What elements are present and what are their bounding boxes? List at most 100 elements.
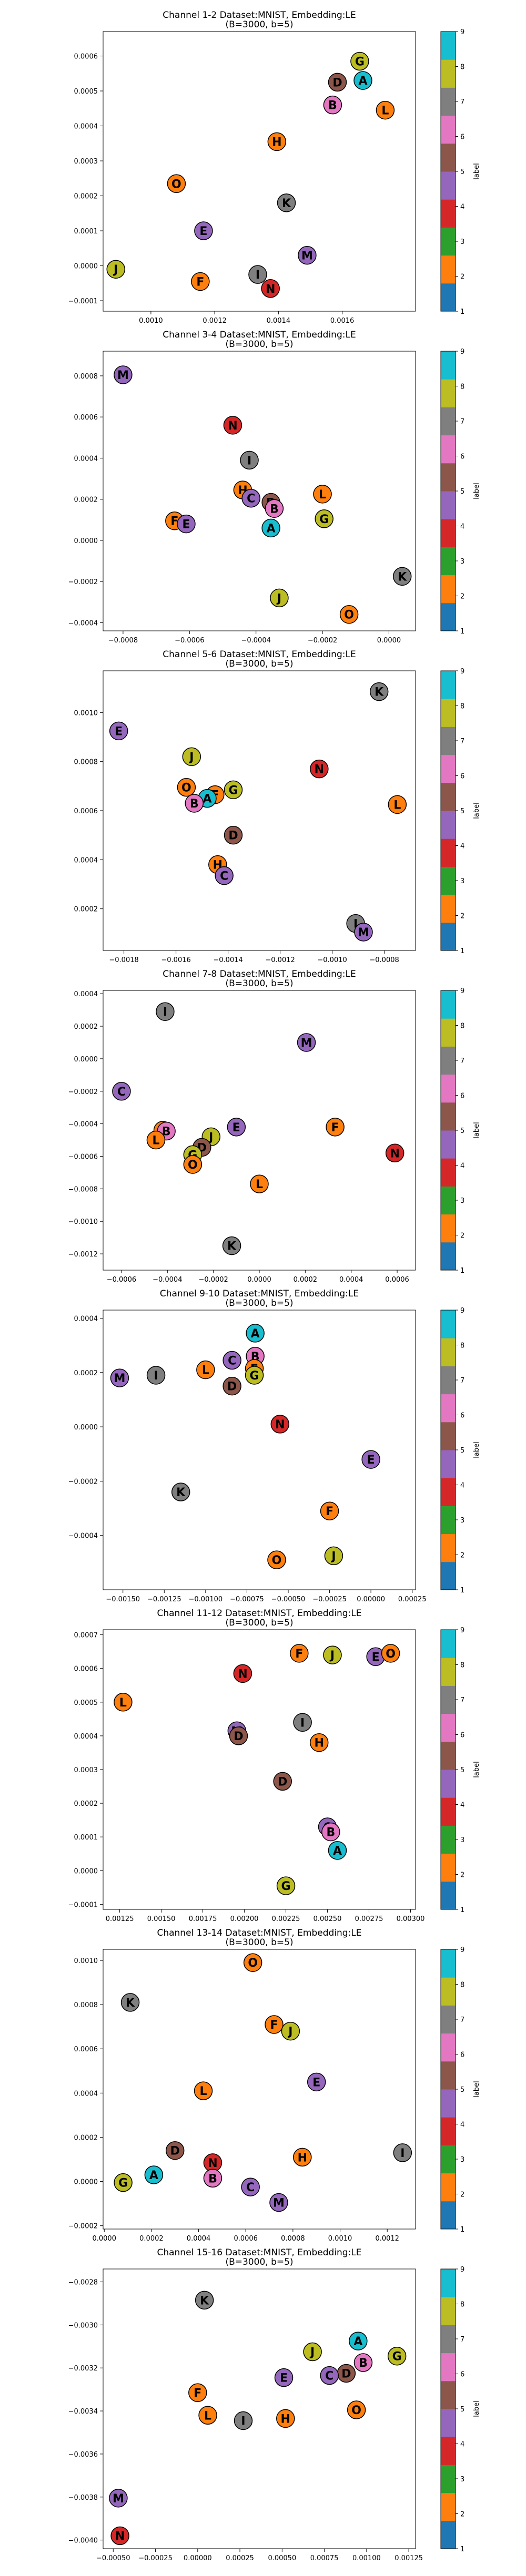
x-tick-label: 0.0012 <box>375 2235 399 2243</box>
data-point-label: G <box>319 513 329 526</box>
data-point <box>323 95 342 115</box>
colorbar-segment <box>441 575 456 604</box>
colorbar-tick-label: 6 <box>460 2051 464 2059</box>
colorbar-segment <box>441 1881 456 1910</box>
colorbar-tick-label: 3 <box>460 1197 464 1205</box>
data-point <box>328 73 347 92</box>
x-tick-label: 0.00000 <box>184 2554 212 2562</box>
x-tick-label: 0.0002 <box>139 2235 164 2243</box>
colorbar-tick-label: 9 <box>460 987 464 995</box>
data-point-label: F <box>194 2387 201 2400</box>
x-tick-label: 0.0010 <box>328 2235 352 2243</box>
colorbar-segment <box>441 1158 456 1187</box>
data-point <box>261 518 280 538</box>
data-point <box>241 488 260 508</box>
x-tick-label: −0.00025 <box>138 2554 173 2562</box>
data-point <box>381 1644 400 1663</box>
x-tick-label: −0.0002 <box>308 637 337 645</box>
data-point-label: D <box>228 830 238 843</box>
colorbar-tick-label: 2 <box>460 1552 464 1560</box>
y-tick-label: 0.0002 <box>74 193 98 201</box>
plot-area <box>103 670 416 951</box>
data-point <box>182 747 201 766</box>
data-point <box>167 174 186 193</box>
data-point-label: M <box>301 1037 312 1050</box>
data-point-label: C <box>228 1355 236 1368</box>
data-point <box>350 52 369 71</box>
data-point <box>156 1002 175 1021</box>
data-point-label: B <box>359 2357 368 2370</box>
colorbar-segment <box>441 922 456 951</box>
x-tick-label: 0.00200 <box>230 1915 259 1923</box>
colorbar-tick-label: 1 <box>460 947 464 955</box>
colorbar-segment <box>441 1478 456 1506</box>
colorbar-tick-label: 9 <box>460 2266 464 2274</box>
data-point-label: L <box>256 1178 263 1191</box>
colorbar-segment <box>441 1046 456 1075</box>
data-point <box>298 246 317 265</box>
y-tick-label: −0.0036 <box>68 2451 98 2459</box>
colorbar-tick-label: 2 <box>460 593 464 601</box>
y-tick-label: 0.0004 <box>74 2090 98 2098</box>
y-tick-label: 0.0002 <box>74 2134 98 2142</box>
data-point-label: H <box>315 1737 324 1750</box>
colorbar-segment <box>441 754 456 783</box>
colorbar: 1 2 3 4 5 6 7 8 9 label <box>440 1946 481 2234</box>
colorbar-tick-label: 8 <box>460 383 464 391</box>
chart-panel: Channel 7-8 Dataset:MNIST, Embedding:LE(… <box>68 969 481 1284</box>
chart-subtitle: (B=3000, b=5) <box>225 2257 293 2267</box>
y-tick-label: 0.0010 <box>74 1957 98 1965</box>
data-point-label: A <box>203 793 211 806</box>
data-point <box>114 1693 133 1712</box>
x-tick-label: 0.00225 <box>272 1915 300 1923</box>
x-tick-label: 0.0002 <box>294 1276 318 1284</box>
data-point-label: D <box>341 2367 351 2380</box>
data-point-label: J <box>188 751 194 764</box>
colorbar-tick-label: 8 <box>460 1662 464 1670</box>
data-point <box>320 1501 339 1520</box>
colorbar-segment <box>441 1534 456 1562</box>
data-point-label: N <box>315 763 324 776</box>
data-point <box>222 1236 241 1255</box>
data-point-label: M <box>114 1372 125 1385</box>
y-tick-label: −0.0002 <box>68 578 98 586</box>
data-point <box>233 1664 252 1683</box>
data-point <box>293 2148 312 2167</box>
data-point-label: A <box>358 75 367 88</box>
colorbar-tick-label: 6 <box>460 773 464 781</box>
colorbar: 1 2 3 4 5 6 7 8 9 label <box>440 1307 481 1594</box>
colorbar-segment <box>441 1630 456 1658</box>
chart-subtitle: (B=3000, b=5) <box>225 1298 293 1309</box>
data-point-label: E <box>115 725 123 738</box>
colorbar-segment <box>441 2201 456 2230</box>
y-tick-label: 0.0008 <box>74 759 98 766</box>
data-point-label: L <box>393 799 401 812</box>
colorbar-segment <box>441 2297 456 2325</box>
colorbar-segment <box>441 699 456 727</box>
colorbar-segment <box>441 32 456 60</box>
data-point-label: O <box>248 1957 258 1970</box>
colorbar-tick-label: 5 <box>460 1447 464 1455</box>
y-tick-label: 0.0006 <box>74 807 98 815</box>
x-tick-label: 0.00275 <box>355 1915 383 1923</box>
chart-panel: Channel 1-2 Dataset:MNIST, Embedding:LE(… <box>68 10 481 325</box>
data-point-label: O <box>181 782 191 795</box>
colorbar-segment <box>441 1018 456 1047</box>
data-point-label: B <box>162 1126 171 1139</box>
x-tick-label: 0.00250 <box>313 1915 342 1923</box>
colorbar-label: label <box>473 802 481 819</box>
y-tick-label: −0.0002 <box>68 2223 98 2231</box>
colorbar-label: label <box>473 2081 481 2097</box>
data-point <box>245 1366 264 1385</box>
colorbar: 1 2 3 4 5 6 7 8 9 label <box>440 1627 481 1914</box>
plot-area <box>103 2268 416 2549</box>
data-point-label: H <box>281 2413 290 2426</box>
colorbar-tick-label: 6 <box>460 134 464 141</box>
colorbar-segment <box>441 1366 456 1395</box>
y-tick-label: −0.0006 <box>68 1153 98 1161</box>
y-tick-label: −0.0004 <box>68 1532 98 1540</box>
colorbar-tick-label: 4 <box>460 2121 464 2129</box>
data-point-label: L <box>204 2409 211 2422</box>
y-tick-label: 0.0000 <box>74 1867 98 1875</box>
colorbar-segment <box>441 351 456 380</box>
